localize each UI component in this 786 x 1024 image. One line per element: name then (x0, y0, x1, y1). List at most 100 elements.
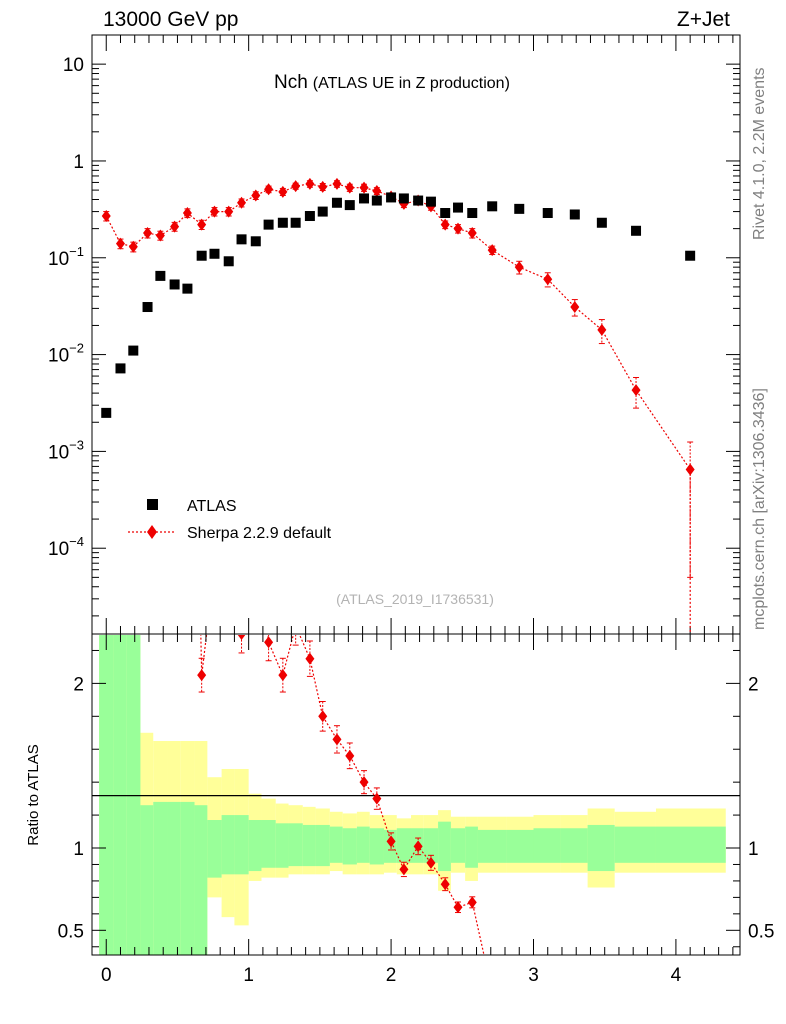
ratio-mc-line (200, 635, 485, 955)
data-point (263, 219, 274, 230)
data-point (569, 209, 580, 220)
ratio-mc-point (332, 733, 342, 746)
data-point (440, 208, 451, 219)
mc-point (155, 229, 165, 242)
mc-point (467, 227, 477, 240)
upper-ytick-label: 10 (63, 55, 84, 76)
ratio-band-stat (113, 635, 127, 955)
data-point (425, 196, 436, 207)
title-main: Nch (274, 72, 308, 93)
data-point (101, 407, 112, 418)
legend-mc-label: Sherpa 2.2.9 default (187, 525, 332, 542)
upper-x-ticks (105, 35, 734, 634)
upper-ytick-label: 10−1 (48, 244, 84, 270)
header-right: Z+Jet (677, 8, 730, 31)
ratio-mc-point (359, 776, 369, 789)
ratio-ytick-label: 0.5 (58, 921, 84, 942)
ratio-band-stat (396, 828, 412, 863)
mc-point (237, 196, 247, 209)
upper-ytick-label: 10−4 (48, 534, 84, 560)
data-point (223, 256, 234, 267)
header-left: 13000 GeV pp (103, 8, 238, 31)
upper-panel: Nch (ATLAS UE in Z production) (ATLAS_201… (48, 34, 741, 635)
ratio-ylabel: Ratio to ATLAS (25, 744, 42, 845)
ratio-band-stat (423, 828, 439, 863)
data-point (304, 211, 315, 222)
mc-point (487, 244, 497, 257)
data-point (413, 195, 424, 206)
upper-ytick-base: 1 (73, 152, 84, 173)
ratio-band-stat (288, 823, 303, 867)
mc-point (453, 222, 463, 235)
ratio-band-stat (533, 828, 561, 863)
mc-point (305, 177, 315, 190)
data-point (115, 363, 126, 374)
ratio-band-stat (261, 820, 276, 868)
legend-data-label: ATLAS (187, 498, 237, 515)
mc-point (345, 181, 355, 194)
mc-point (332, 177, 342, 190)
upper-ytick-base: 10 (48, 249, 69, 270)
upper-ytick-label: 10−3 (48, 437, 84, 463)
ratio-band-stat (356, 826, 370, 863)
ratio-mc-point (386, 835, 396, 848)
ratio-xtick-label: 4 (671, 965, 682, 986)
ratio-band-stat (342, 828, 357, 865)
legend: ATLAS Sherpa 2.2.9 default (128, 498, 332, 542)
legend-mc-marker (147, 525, 157, 539)
mc-point (264, 183, 274, 196)
ratio-mc-point (291, 620, 300, 632)
mc-point (101, 210, 111, 223)
ratio-band-stat (194, 805, 208, 955)
mc-line-layer (101, 177, 695, 634)
ratio-mc-point (224, 463, 233, 475)
ratio-band-stat (438, 821, 451, 872)
ratio-xtick-label: 2 (386, 965, 397, 986)
legend-data-marker (147, 499, 158, 510)
ratio-band-stat (275, 823, 289, 868)
ratio-ytick-label-right: 2 (748, 674, 759, 695)
data-point (514, 203, 525, 214)
upper-ytick-base: 10 (48, 539, 69, 560)
ratio-mc-point (453, 901, 463, 914)
upper-ytick-exp: −1 (69, 244, 84, 259)
ratio-mc-point (413, 840, 423, 853)
data-point (290, 217, 301, 228)
ratio-band-stat (140, 805, 154, 955)
mc-point (318, 180, 328, 193)
mc-point (631, 384, 641, 397)
data-point (487, 201, 498, 212)
data-point (359, 193, 370, 204)
data-point (331, 197, 342, 208)
ratio-y-axis: 0.5 0.5 1 1 2 2 (58, 649, 774, 948)
upper-ytick-label: 10−2 (48, 341, 84, 367)
title-sub: (ATLAS UE in Z production) (313, 75, 510, 92)
mcplots-label: mcplots.cern.ch [arXiv:1306.3436] (751, 388, 768, 630)
mc-point (224, 205, 234, 218)
chart-title: Nch (ATLAS UE in Z production) (274, 72, 510, 93)
ratio-xtick-label: 0 (101, 965, 112, 986)
mc-point (597, 323, 607, 336)
data-point (467, 208, 478, 219)
ratio-band-stat (153, 801, 168, 955)
mc-series-line (105, 183, 691, 634)
mc-point (182, 207, 192, 220)
ratio-band-stat (167, 801, 181, 955)
data-point (685, 250, 696, 261)
ratio-mc-point (467, 896, 477, 909)
ratio-mc-point (143, 52, 152, 64)
mc-point (291, 180, 301, 193)
ratio-band-stat (506, 829, 534, 863)
ratio-band-stat (99, 635, 114, 955)
ratio-ytick-label-right: 0.5 (748, 921, 774, 942)
ratio-x-axis: 0 1 2 3 4 (101, 634, 734, 986)
data-point (209, 248, 220, 259)
data-point (169, 279, 180, 290)
ratio-band-stat (126, 635, 141, 955)
data-point (128, 345, 139, 356)
ratio-band-stat (302, 824, 316, 867)
mc-point (543, 273, 553, 286)
ratio-band-stat (465, 826, 478, 868)
ratio-mc-layer (143, 52, 485, 955)
data-point (631, 225, 642, 236)
